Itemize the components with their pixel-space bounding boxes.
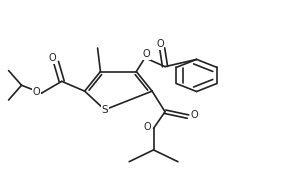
Text: O: O <box>143 49 150 59</box>
Text: O: O <box>191 110 198 120</box>
Text: O: O <box>156 39 164 50</box>
Text: O: O <box>49 53 56 63</box>
Text: O: O <box>144 122 151 132</box>
Text: O: O <box>33 87 40 97</box>
Text: S: S <box>101 105 108 115</box>
